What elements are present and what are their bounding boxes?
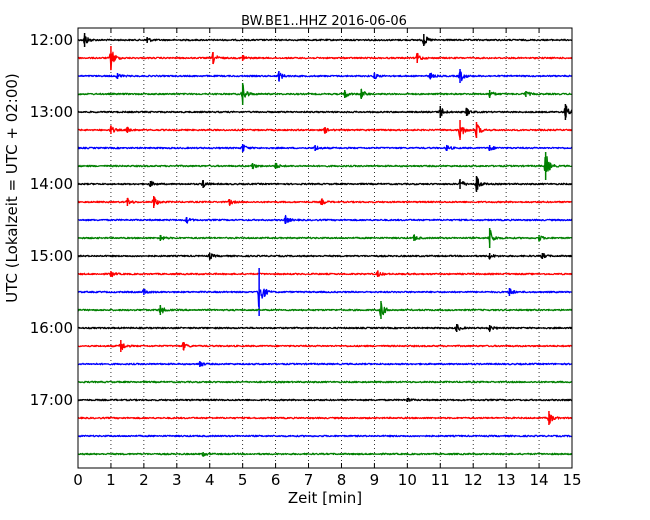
- x-tick-label: 6: [271, 471, 281, 489]
- x-tick-label: 12: [464, 471, 483, 489]
- x-tick-label: 15: [562, 471, 581, 489]
- x-tick-label: 0: [73, 471, 83, 489]
- x-tick-label: 5: [238, 471, 248, 489]
- trace-line: [77, 288, 573, 308]
- x-axis-label: Zeit [min]: [288, 489, 362, 507]
- x-tick-label: 4: [205, 471, 215, 489]
- x-tick-label: 7: [304, 471, 314, 489]
- x-tick-label: 2: [139, 471, 149, 489]
- x-tick-label: 9: [370, 471, 380, 489]
- y-tick-label: 14:00: [30, 175, 73, 193]
- trace-line: [77, 144, 573, 152]
- x-tick-label: 11: [431, 471, 450, 489]
- grid-lines: [110, 28, 540, 468]
- seismic-traces: [77, 33, 573, 457]
- trace-line: [77, 380, 573, 384]
- trace-line: [77, 252, 573, 261]
- trace-line: [77, 176, 573, 191]
- trace-line: [77, 434, 573, 438]
- x-tick-label: 14: [530, 471, 549, 489]
- x-tick-label: 3: [172, 471, 182, 489]
- trace-line: [77, 34, 573, 45]
- y-tick-label: 17:00: [30, 391, 73, 409]
- chart-title: BW.BE1..HHZ 2016-06-06: [241, 14, 407, 29]
- trace-line: [77, 361, 573, 367]
- y-tick-label: 13:00: [30, 103, 73, 121]
- trace-line: [77, 413, 573, 424]
- x-tick-label: 10: [398, 471, 417, 489]
- trace-line: [77, 71, 573, 82]
- x-tick-label: 8: [337, 471, 347, 489]
- y-tick-label: 15:00: [30, 247, 73, 265]
- trace-line: [77, 397, 573, 402]
- x-tick-label: 1: [106, 471, 116, 489]
- trace-line: [77, 214, 573, 224]
- trace-line: [77, 51, 573, 71]
- trace-line: [77, 124, 573, 139]
- trace-line: [77, 197, 573, 207]
- trace-line: [77, 342, 573, 351]
- plot-frame: [77, 27, 573, 469]
- y-tick-label: 12:00: [30, 31, 73, 49]
- trace-line: [77, 452, 573, 457]
- x-tick-label: 13: [497, 471, 516, 489]
- trace-line: [77, 156, 573, 172]
- y-tick-label: 16:00: [30, 319, 73, 337]
- trace-line: [77, 302, 573, 317]
- y-axis: 12:00 13:00 14:00 15:00 16:00 17:00: [30, 31, 572, 409]
- trace-line: [77, 324, 573, 333]
- x-axis: 0 1 2 3 4 5 6 7 8 9 10 11 12 13 14 15: [73, 28, 582, 489]
- trace-line: [77, 270, 573, 278]
- trace-line: [77, 105, 573, 118]
- trace-line: [77, 84, 573, 104]
- trace-line: [77, 230, 573, 245]
- y-axis-label: UTC (Lokalzeit = UTC + 02:00): [3, 73, 21, 303]
